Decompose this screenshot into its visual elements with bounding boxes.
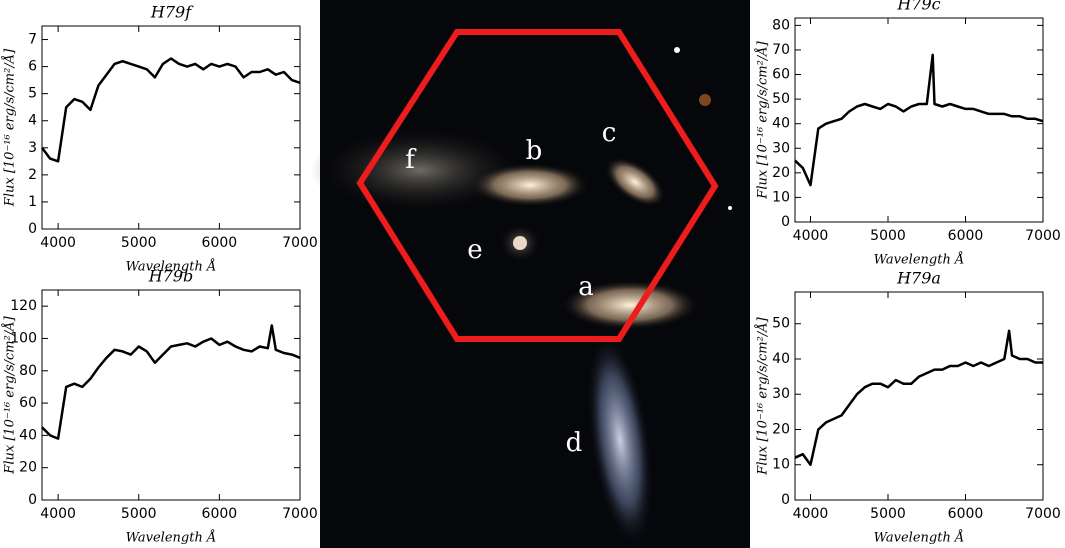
y-tick-label: 100 — [10, 330, 37, 346]
y-axis-label: Flux [10⁻¹⁶ erg/s/cm²/Å] — [2, 48, 18, 207]
x-tick-label: 7000 — [1025, 228, 1061, 244]
y-tick-label: 6 — [28, 59, 37, 75]
y-tick-label: 20 — [772, 165, 790, 181]
spectrum-line — [41, 57, 301, 163]
chart-title: H79b — [148, 267, 194, 286]
y-tick-label: 2 — [28, 167, 37, 183]
y-tick-label: 0 — [28, 492, 37, 508]
image-label: a — [578, 272, 594, 302]
y-axis-label: Flux [10⁻¹⁶ erg/s/cm²/Å] — [755, 40, 771, 199]
image-label: f — [405, 145, 417, 175]
x-tick-label: 6000 — [948, 506, 984, 522]
x-tick-label: 6000 — [202, 235, 238, 251]
x-tick-label: 5000 — [870, 228, 906, 244]
y-tick-label: 10 — [772, 189, 790, 205]
chart-title: H79a — [896, 269, 941, 288]
x-tick-label: 4000 — [40, 506, 76, 522]
y-tick-label: 0 — [781, 492, 790, 508]
y-tick-label: 7 — [28, 32, 37, 48]
x-axis-label: Wavelength Å — [874, 252, 965, 268]
plot-area — [794, 17, 1044, 223]
plot-area — [41, 289, 301, 501]
y-tick-label: 5 — [28, 86, 37, 102]
galaxy-image: a b c d e f — [310, 0, 750, 548]
x-tick-label: 5000 — [121, 506, 157, 522]
x-tick-label: 7000 — [282, 506, 318, 522]
y-tick-label: 30 — [772, 140, 790, 156]
y-tick-label: 40 — [772, 116, 790, 132]
x-tick-label: 5000 — [121, 235, 157, 251]
y-tick-label: 60 — [19, 395, 37, 411]
y-tick-label: 1 — [28, 194, 37, 210]
x-axis-label: Wavelength Å — [126, 259, 217, 275]
x-tick-label: 4000 — [40, 235, 76, 251]
image-label: c — [602, 118, 617, 148]
y-tick-label: 20 — [19, 460, 37, 476]
x-tick-label: 5000 — [870, 506, 906, 522]
y-axis-label: Flux [10⁻¹⁶ erg/s/cm²/Å] — [755, 316, 771, 475]
x-tick-label: 7000 — [282, 235, 318, 251]
image-label: b — [526, 136, 543, 166]
y-tick-label: 10 — [772, 457, 790, 473]
plot-area — [41, 25, 301, 230]
y-tick-label: 40 — [19, 427, 37, 443]
y-tick-label: 3 — [28, 140, 37, 156]
image-label: d — [566, 428, 583, 458]
x-tick-label: 4000 — [793, 228, 829, 244]
x-tick-label: 4000 — [793, 506, 829, 522]
spectrum-line — [41, 324, 301, 440]
y-tick-label: 0 — [28, 221, 37, 237]
image-label: e — [467, 235, 482, 265]
spectrum-line — [794, 53, 1044, 187]
y-tick-label: 40 — [772, 351, 790, 367]
x-axis-label: Wavelength Å — [126, 530, 217, 546]
x-tick-label: 7000 — [1025, 506, 1061, 522]
chart-title: H79c — [896, 0, 940, 14]
y-tick-label: 120 — [10, 298, 37, 314]
y-tick-label: 0 — [781, 214, 790, 230]
y-tick-label: 4 — [28, 113, 37, 129]
x-axis-label: Wavelength Å — [874, 530, 965, 546]
y-tick-label: 50 — [772, 91, 790, 107]
y-tick-label: 30 — [772, 386, 790, 402]
y-axis-label: Flux [10⁻¹⁶ erg/s/cm²/Å] — [2, 315, 18, 474]
x-tick-label: 6000 — [948, 228, 984, 244]
x-tick-label: 6000 — [202, 506, 238, 522]
y-tick-label: 60 — [772, 67, 790, 83]
y-tick-label: 70 — [772, 42, 790, 58]
chart-title: H79f — [150, 3, 194, 22]
y-tick-label: 20 — [772, 421, 790, 437]
spectrum-line — [794, 329, 1043, 466]
y-tick-label: 50 — [772, 316, 790, 332]
plot-area — [794, 291, 1044, 501]
y-tick-label: 80 — [19, 363, 37, 379]
y-tick-label: 80 — [772, 17, 790, 33]
